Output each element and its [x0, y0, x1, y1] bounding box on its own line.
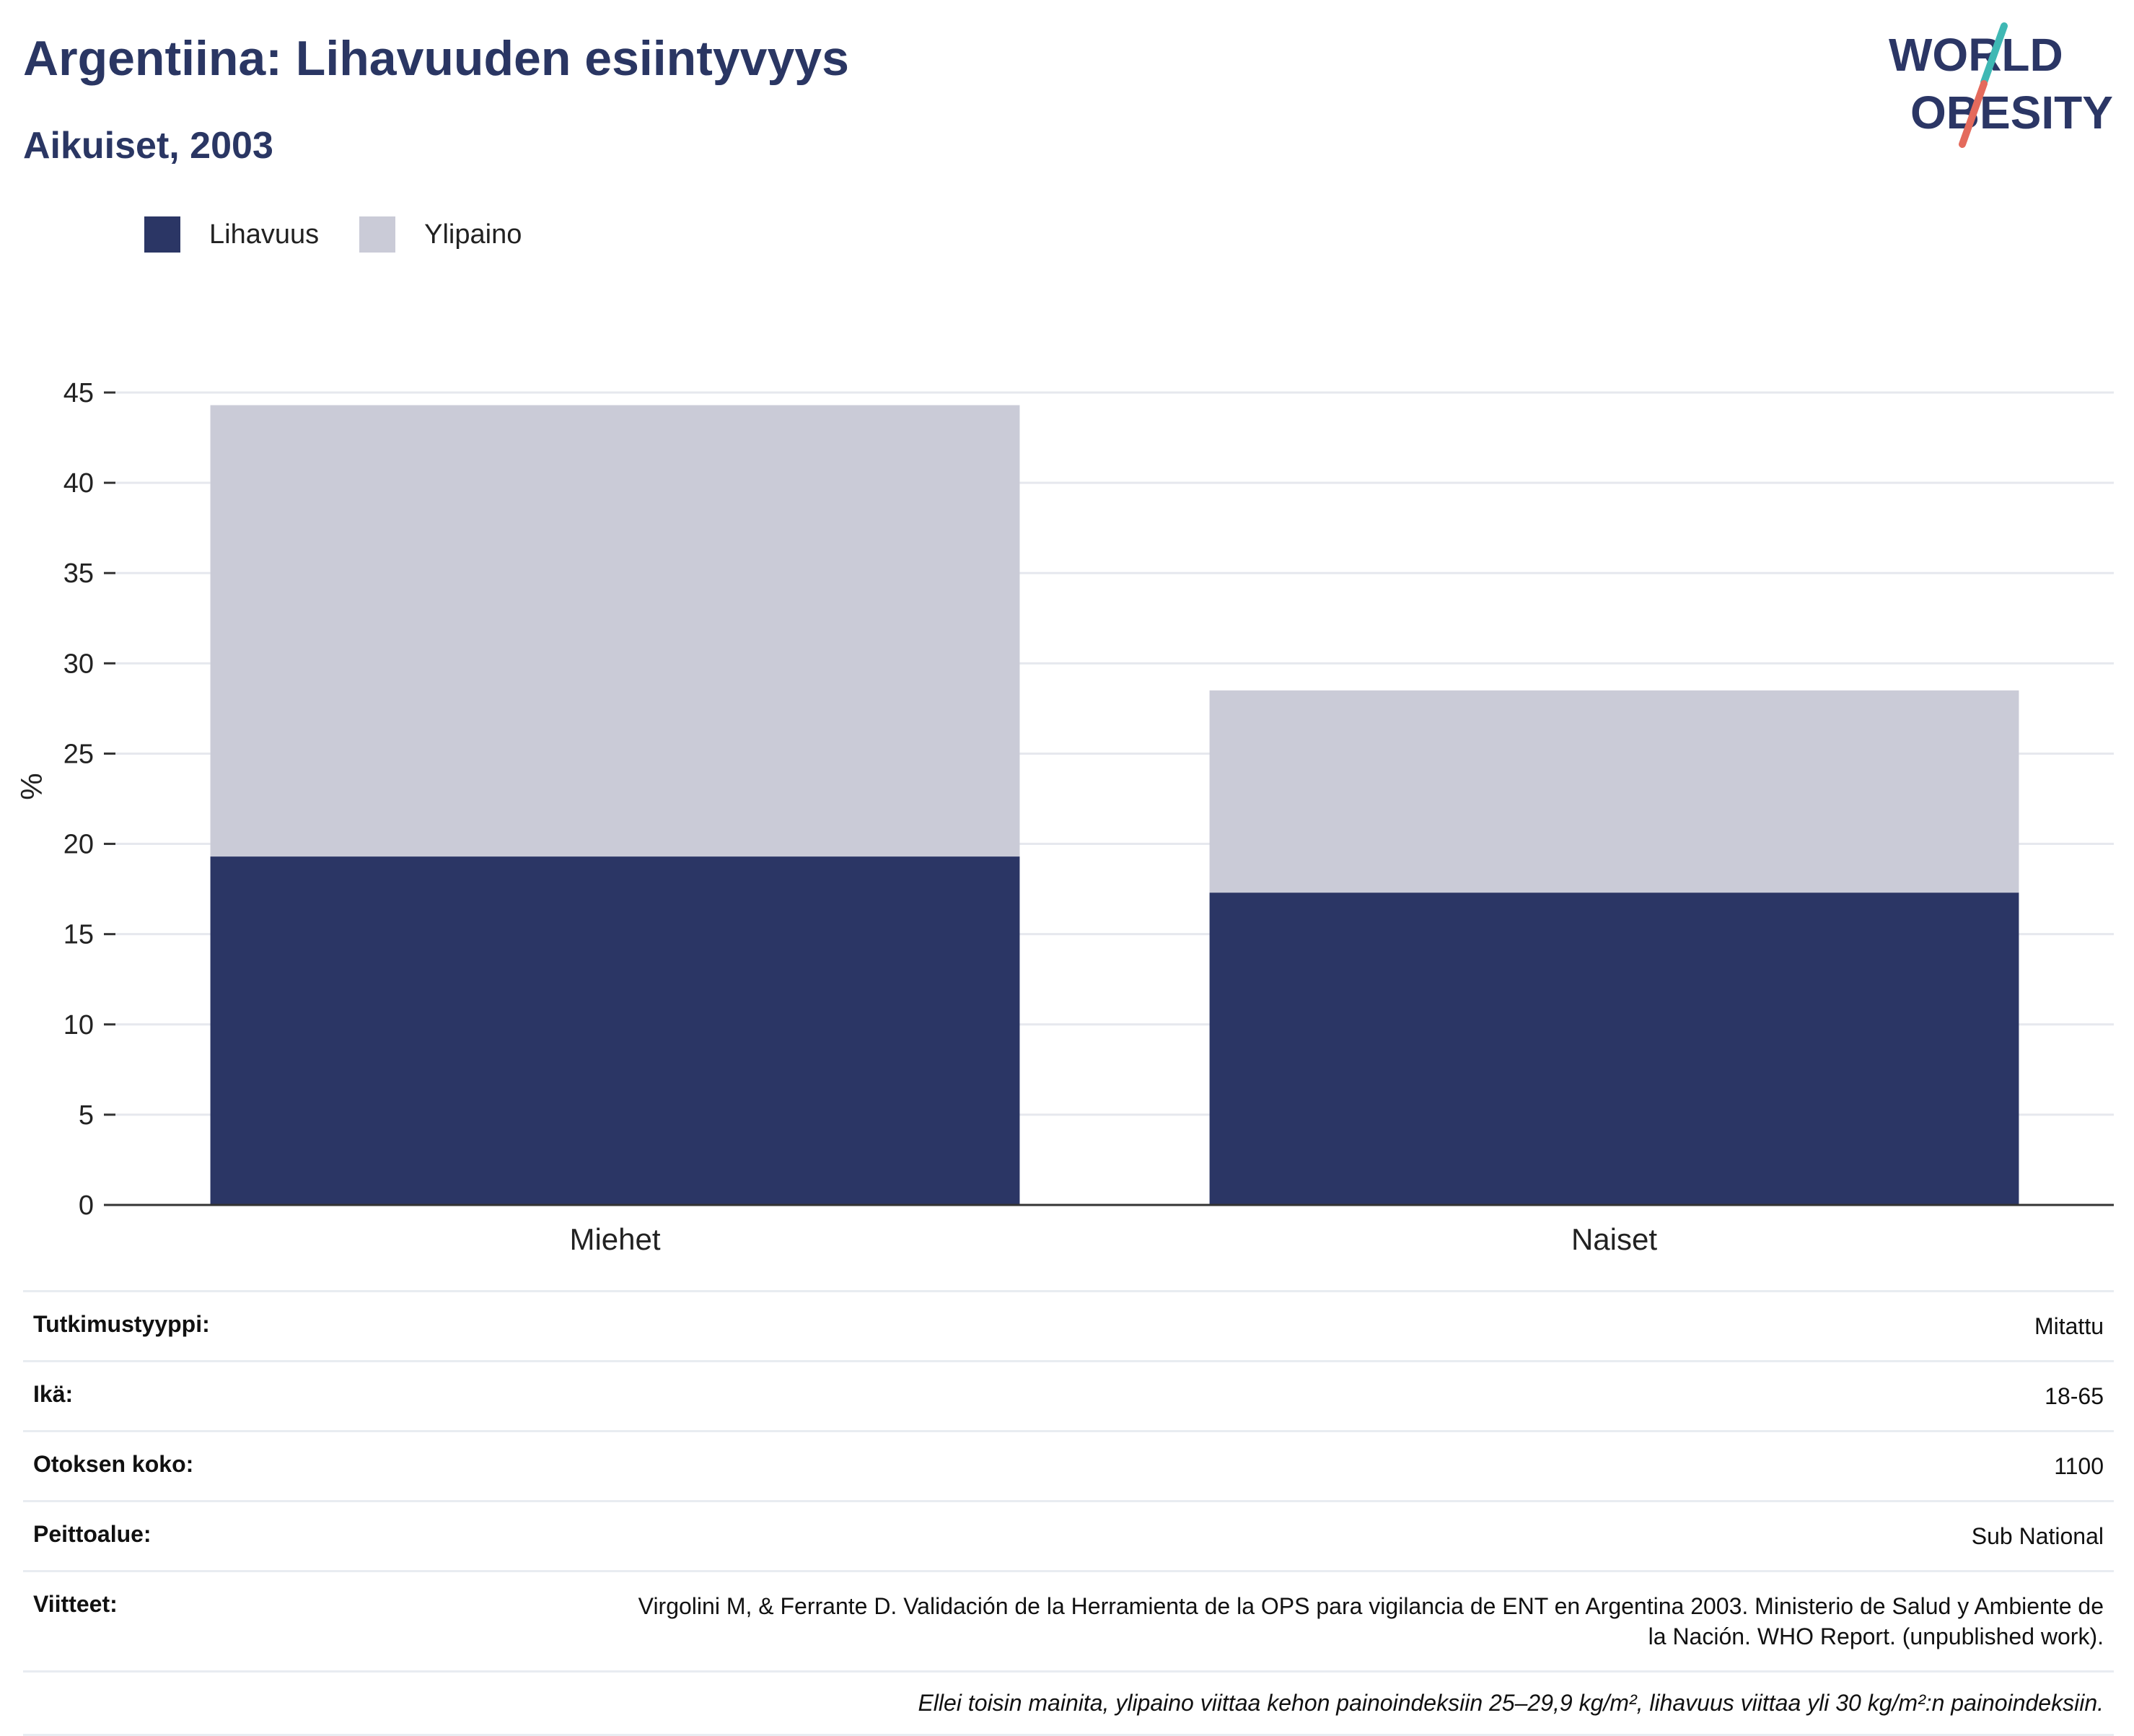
x-tick-label: Naiset — [1571, 1222, 1657, 1256]
info-label: Peittoalue: — [33, 1521, 152, 1547]
x-axis-labels: Miehet Naiset — [569, 1222, 1657, 1256]
y-axis-label: % — [14, 773, 48, 799]
bar-overweight-0[interactable] — [210, 405, 1020, 857]
legend-swatch-obesity — [144, 216, 180, 253]
y-tick-label: 40 — [63, 468, 94, 499]
bar-overweight-1[interactable] — [1209, 690, 2019, 893]
info-label: Otoksen koko: — [33, 1451, 194, 1477]
legend-label-overweight: Ylipaino — [424, 219, 522, 250]
logo-slash-teal — [1980, 22, 2008, 86]
y-tick-label: 0 — [79, 1191, 94, 1221]
legend-item-overweight[interactable]: Ylipaino — [359, 216, 522, 253]
y-tick-label: 45 — [63, 378, 94, 408]
info-row-sample-size: Otoksen koko: 1100 — [23, 1432, 2114, 1502]
bar-obesity-0[interactable] — [210, 856, 1020, 1205]
y-axis-ticks: 0 5 10 15 20 25 30 35 40 45 — [63, 378, 115, 1221]
info-value: Virgolini M, & Ferrante D. Validación de… — [638, 1593, 2104, 1649]
logo-word-world: WORLD — [1889, 29, 2063, 81]
y-tick-label: 20 — [63, 830, 94, 860]
x-tick-label: Miehet — [569, 1222, 660, 1256]
y-tick-label: 10 — [63, 1010, 94, 1040]
legend-item-obesity[interactable]: Lihavuus — [144, 216, 319, 253]
info-label: Viitteet: — [33, 1591, 118, 1617]
info-value: 1100 — [2054, 1453, 2104, 1479]
info-row-age: Ikä: 18-65 — [23, 1362, 2114, 1432]
bar-chart: 0 5 10 15 20 25 30 35 40 45 Miehet Naiset % — [14, 378, 2114, 1256]
info-label: Ikä: — [33, 1381, 74, 1407]
y-tick-label: 15 — [63, 920, 94, 950]
info-label: Tutkimustyyppi: — [33, 1311, 210, 1337]
info-value: Mitattu — [2034, 1313, 2104, 1339]
study-info-table: Tutkimustyyppi: Mitattu Ikä: 18-65 Otoks… — [23, 1290, 2114, 1736]
legend-label-obesity: Lihavuus — [209, 219, 320, 250]
info-value: Sub National — [1971, 1523, 2104, 1549]
y-tick-label: 35 — [63, 558, 94, 589]
y-tick-label: 30 — [63, 649, 94, 679]
chart-legend: Lihavuus Ylipaino — [144, 215, 562, 254]
y-tick-label: 5 — [79, 1100, 94, 1131]
info-row-study-type: Tutkimustyyppi: Mitattu — [23, 1290, 2114, 1362]
info-value: 18-65 — [2045, 1383, 2104, 1409]
logo-word-obesity: OBESITY — [1910, 87, 2113, 139]
logo-slash-coral — [1959, 80, 1988, 148]
chart-title: Argentiina: Lihavuuden esiintyvyys — [23, 31, 849, 86]
info-row-references: Viitteet: Virgolini M, & Ferrante D. Val… — [23, 1572, 2114, 1673]
y-tick-label: 25 — [63, 739, 94, 769]
world-obesity-logo: WORLD OBESITY — [1889, 22, 2113, 148]
legend-swatch-overweight — [359, 216, 396, 253]
bar-obesity-1[interactable] — [1209, 893, 2019, 1205]
chart-subtitle: Aikuiset, 2003 — [23, 125, 273, 167]
bars — [210, 405, 2019, 1205]
info-row-coverage: Peittoalue: Sub National — [23, 1502, 2114, 1572]
definition-note: Ellei toisin mainita, ylipaino viittaa k… — [23, 1673, 2114, 1736]
